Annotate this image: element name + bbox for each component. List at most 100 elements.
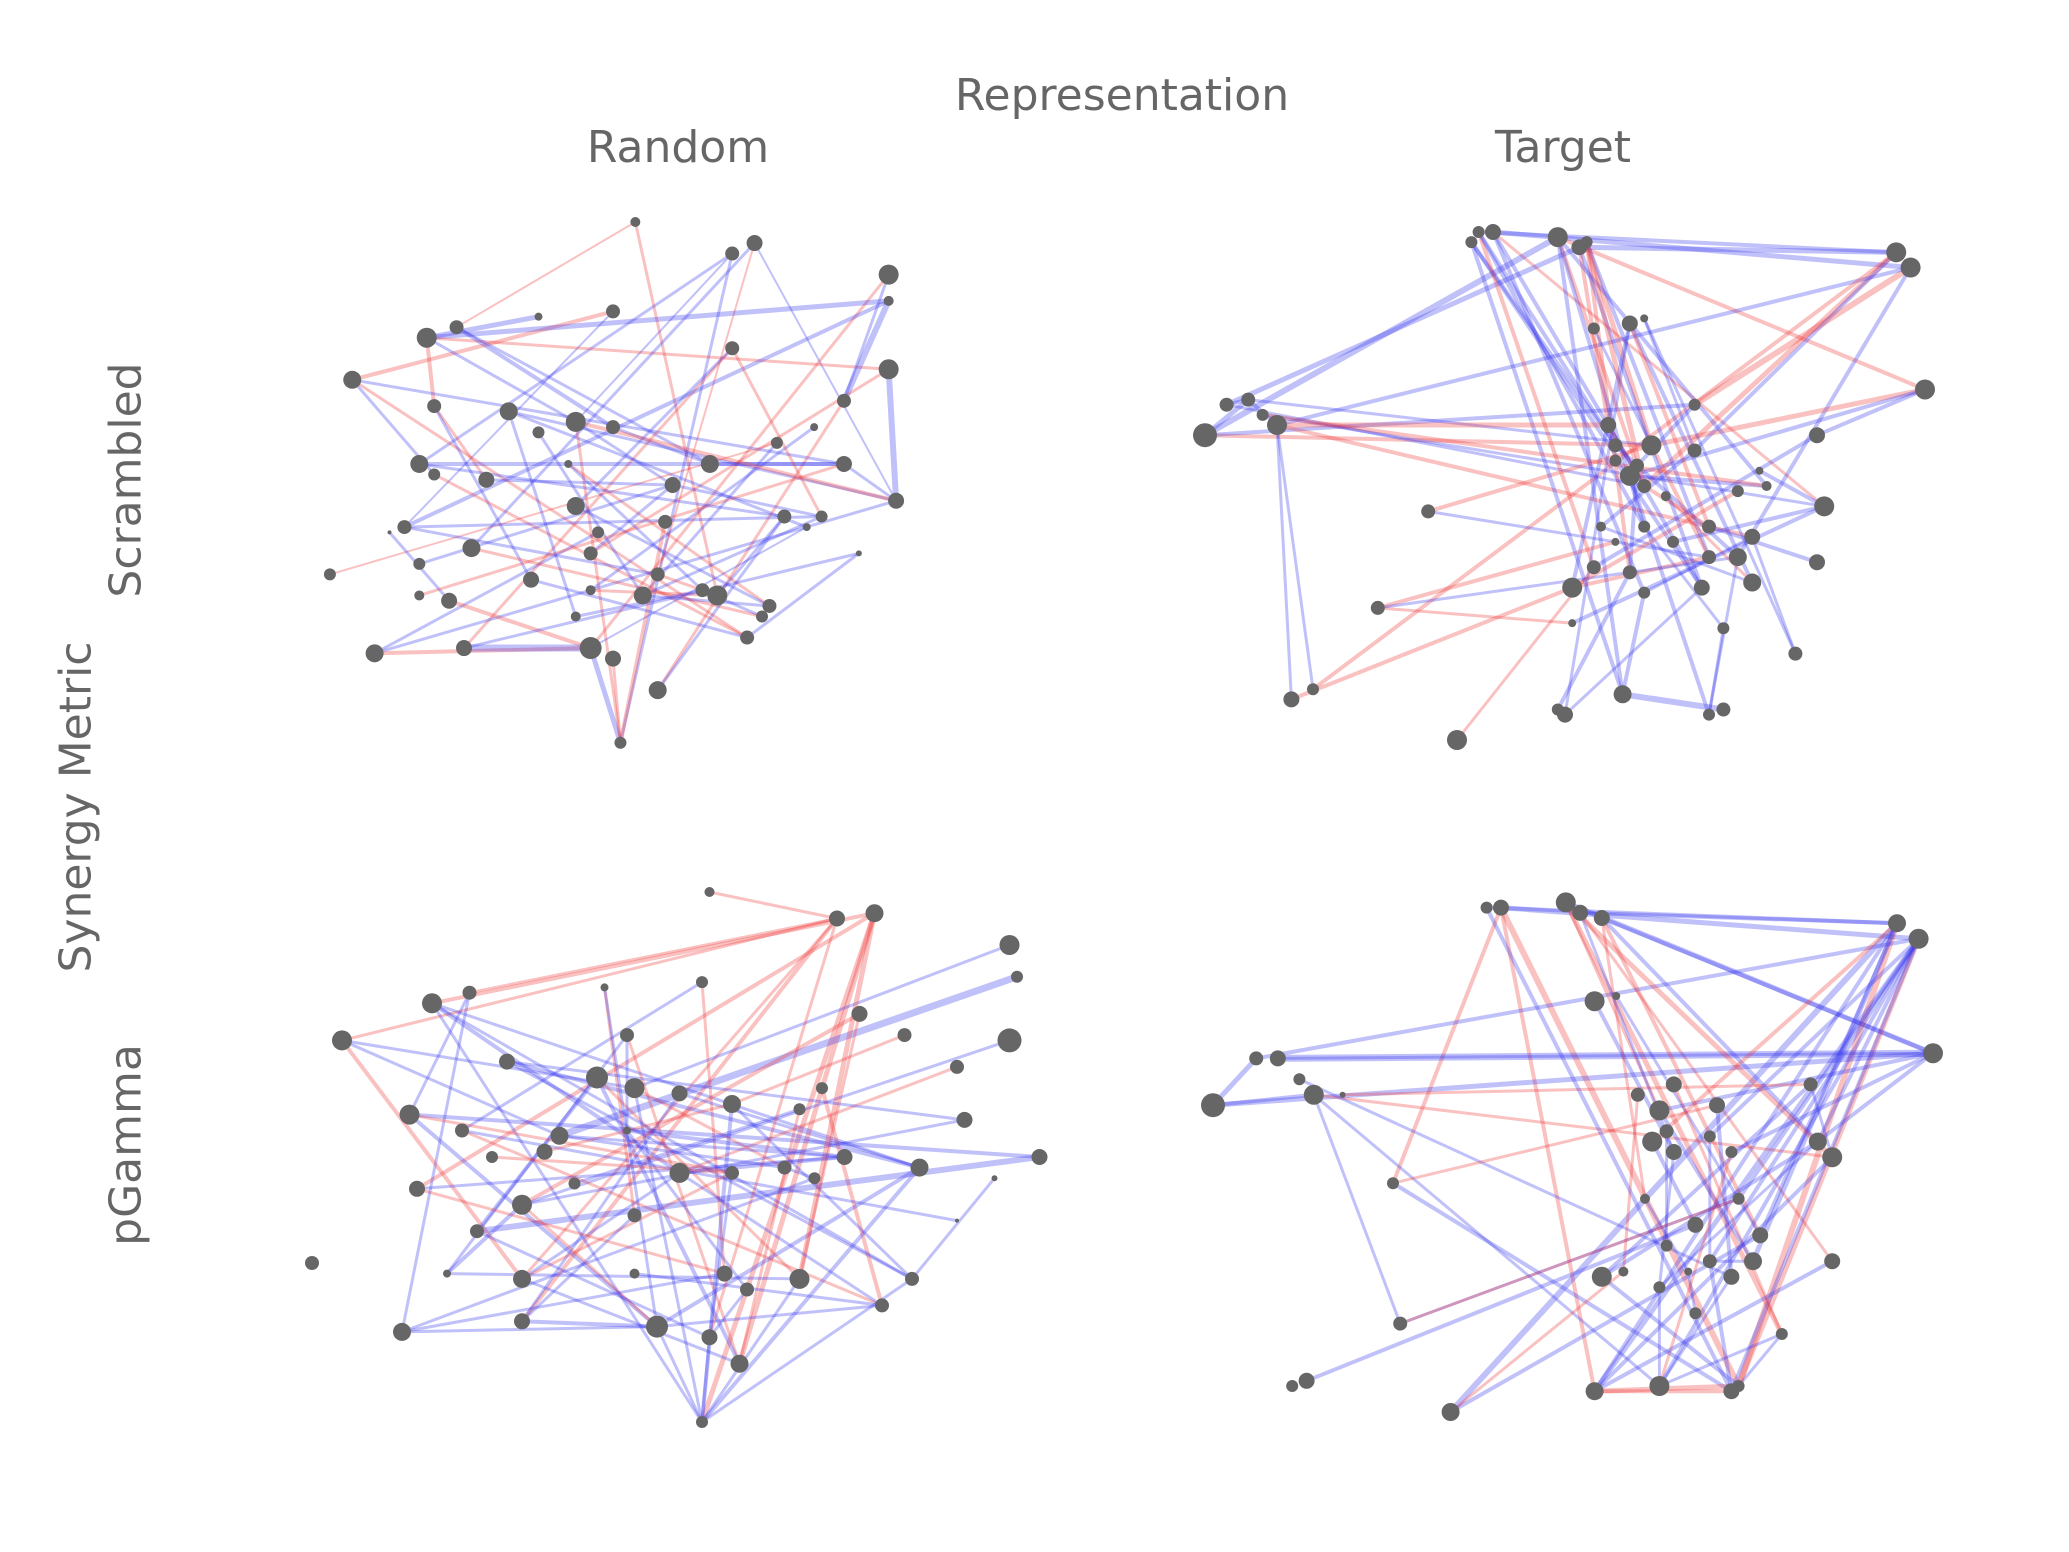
- node: [1638, 586, 1651, 599]
- edge: [445, 1272, 801, 1281]
- edge: [417, 462, 846, 597]
- edge: [424, 314, 541, 341]
- edge: [573, 1107, 801, 1185]
- node: [564, 459, 573, 468]
- node: [1201, 1093, 1225, 1118]
- edge: [797, 910, 877, 1282]
- node: [1752, 1227, 1769, 1244]
- edge: [1275, 423, 1293, 701]
- edge: [1815, 1051, 1935, 1144]
- edge: [745, 551, 861, 640]
- edge: [677, 1155, 847, 1175]
- node: [1600, 417, 1617, 434]
- edge: [425, 336, 891, 371]
- node: [1755, 466, 1764, 475]
- node: [514, 1313, 530, 1330]
- edge: [1642, 525, 1725, 630]
- edge: [1498, 904, 1742, 1389]
- edge: [1312, 1093, 1834, 1159]
- node: [1702, 550, 1716, 565]
- node: [770, 436, 783, 449]
- edge: [520, 1011, 862, 1207]
- network-panel-scrambled-target: [1193, 224, 1935, 750]
- edge: [588, 645, 623, 746]
- edge: [671, 483, 824, 519]
- nodes: [323, 217, 905, 749]
- node: [997, 1028, 1022, 1053]
- edge: [1555, 570, 1632, 712]
- edge: [656, 399, 846, 692]
- node: [1923, 1043, 1943, 1064]
- node: [1303, 1084, 1324, 1105]
- node: [1493, 899, 1509, 916]
- edge: [1600, 916, 1647, 1201]
- edge: [469, 241, 757, 550]
- node: [1640, 1193, 1650, 1204]
- edge: [1469, 240, 1632, 478]
- node: [427, 399, 442, 414]
- edge: [350, 309, 615, 382]
- edge: [505, 1060, 914, 1281]
- edge: [715, 515, 786, 597]
- edge: [1577, 245, 1704, 590]
- node: [1808, 1132, 1827, 1151]
- edge: [1484, 905, 1899, 926]
- node: [579, 637, 602, 660]
- node: [1641, 435, 1662, 456]
- node: [1586, 560, 1601, 575]
- node: [1886, 242, 1907, 263]
- node: [441, 592, 458, 609]
- nodes: [1193, 224, 1935, 750]
- node: [1339, 1091, 1346, 1098]
- node: [624, 1078, 645, 1099]
- node: [725, 341, 740, 356]
- edge: [430, 1001, 682, 1175]
- edge: [474, 1154, 1043, 1235]
- edge: [520, 1213, 636, 1323]
- edge: [1691, 264, 1914, 408]
- edge: [1275, 423, 1755, 539]
- edge: [1657, 1051, 1935, 1113]
- node: [1572, 904, 1589, 921]
- node: [1688, 398, 1701, 411]
- edge: [1202, 234, 1561, 439]
- edge: [1815, 387, 1927, 438]
- network-panel-pgamma-target: [1201, 892, 1943, 1421]
- node: [802, 523, 811, 532]
- node: [696, 1416, 708, 1428]
- edge: [1376, 606, 1574, 625]
- node: [1642, 1131, 1663, 1152]
- edge: [1591, 433, 1819, 570]
- edge: [1578, 910, 1899, 926]
- edge: [507, 409, 809, 529]
- edge: [1592, 327, 1653, 447]
- edge: [1809, 1082, 1834, 1159]
- node: [627, 1208, 642, 1223]
- row-group-label: Synergy Metric: [50, 641, 102, 973]
- node: [1687, 443, 1702, 458]
- node: [630, 217, 641, 227]
- node: [605, 650, 621, 667]
- node: [695, 583, 710, 598]
- edge: [730, 1033, 906, 1106]
- edge: [424, 298, 892, 341]
- edge: [1707, 626, 1725, 717]
- edge: [529, 578, 749, 640]
- node: [991, 1175, 998, 1182]
- node: [1465, 236, 1478, 249]
- edge: [1555, 235, 1639, 468]
- node: [1716, 702, 1731, 717]
- node: [1653, 1281, 1666, 1294]
- node: [789, 1268, 810, 1289]
- edge: [1657, 1150, 1733, 1388]
- node: [585, 585, 596, 596]
- edge: [1642, 484, 1711, 529]
- edge: [1671, 504, 1827, 544]
- node: [332, 1030, 352, 1051]
- edge: [484, 478, 675, 487]
- edge: [798, 1012, 861, 1281]
- edge: [738, 1107, 801, 1366]
- node: [1814, 496, 1835, 517]
- edge: [1476, 230, 1596, 570]
- node: [878, 359, 899, 380]
